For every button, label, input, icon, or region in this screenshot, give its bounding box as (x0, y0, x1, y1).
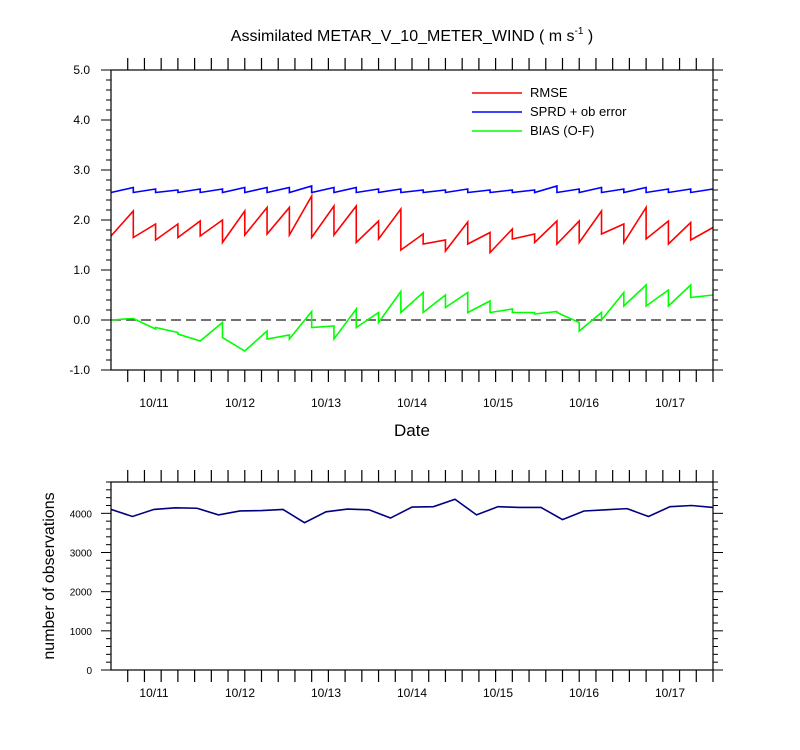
y-tick-label: 3000 (70, 549, 93, 560)
bottom-plot-frame (110, 481, 714, 671)
x-tick-label: 10/16 (569, 686, 599, 700)
y-tick-label: 1000 (70, 627, 93, 638)
top-axes: -1.0 0.0 1.0 2.0 3.0 4.0 5.0 10/11 10/12 10/13 10/… (69, 58, 723, 410)
x-tick-label: 10/14 (397, 686, 427, 700)
x-tick-label: 10/17 (655, 686, 685, 700)
bottom-chart: 0 1000 2000 3000 4000 10/11 10/12 10/13 10/14 10/… (41, 470, 723, 700)
chart-title-superscript: -1 (575, 26, 584, 37)
chart-title-main: Assimilated METAR_V_10_METER_WIND ( m s (231, 28, 575, 45)
legend: RMSE SPRD + ob error BIAS (O-F) (472, 85, 627, 138)
x-tick-label: 10/15 (483, 396, 513, 410)
series-line-rmse (110, 192, 714, 255)
series-line-bias-o-f- (110, 283, 714, 352)
y-tick-label: 4.0 (73, 113, 90, 127)
y-axis-label-observations: number of observations (41, 492, 58, 659)
y-tick-label: 2.0 (73, 213, 90, 227)
x-tick-label: 10/12 (225, 396, 255, 410)
top-chart: Assimilated METAR_V_10_METER_WIND ( m s-… (69, 26, 723, 440)
x-tick-label: 10/11 (139, 686, 168, 700)
x-axis-label: Date (394, 421, 430, 440)
y-tick-label: 4000 (70, 509, 93, 520)
y-tick-label: 3.0 (73, 163, 90, 177)
x-tick-label: 10/12 (225, 686, 255, 700)
x-tick-label: 10/11 (139, 396, 168, 410)
y-tick-label: 0.0 (73, 313, 90, 327)
x-tick-label: 10/13 (311, 686, 341, 700)
chart-title-end: ) (583, 28, 593, 45)
y-tick-label: -1.0 (69, 363, 90, 377)
x-tick-label: 10/14 (397, 396, 427, 410)
x-tick-label: 10/13 (311, 396, 341, 410)
legend-bias-label: BIAS (O-F) (530, 123, 594, 138)
x-tick-label: 10/15 (483, 686, 513, 700)
y-tick-label: 1.0 (73, 263, 90, 277)
bottom-axes: 0 1000 2000 3000 4000 10/11 10/12 10/13 10/14 10/… (70, 470, 723, 700)
y-tick-label: 2000 (70, 588, 93, 599)
series-line-sprd-ob-error (110, 184, 714, 194)
bottom-series-group (110, 498, 714, 524)
legend-sprd-label: SPRD + ob error (530, 104, 627, 119)
y-tick-label: 0 (86, 666, 92, 677)
y-tick-label: 5.0 (73, 63, 90, 77)
top-series-group (110, 184, 714, 352)
x-tick-label: 10/17 (655, 396, 685, 410)
top-plot-frame (110, 69, 714, 371)
x-tick-label: 10/16 (569, 396, 599, 410)
chart-title: Assimilated METAR_V_10_METER_WIND ( m s-… (231, 26, 593, 45)
series-line-number-of-observations (110, 498, 714, 524)
legend-rmse-label: RMSE (530, 85, 568, 100)
